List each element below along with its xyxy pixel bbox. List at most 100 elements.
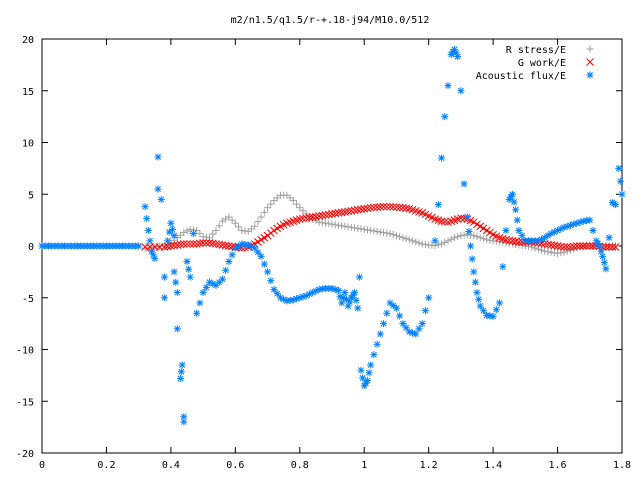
data-point [312, 212, 320, 221]
data-point [328, 210, 336, 218]
data-point [392, 304, 400, 312]
data-point [321, 211, 330, 219]
data-point [399, 234, 407, 242]
data-point [185, 265, 193, 273]
data-point [367, 361, 375, 369]
data-point [376, 330, 384, 338]
data-point [405, 236, 413, 244]
data-point [508, 236, 517, 245]
data-point [318, 211, 327, 220]
data-point [170, 241, 178, 250]
data-point [238, 226, 246, 234]
data-point [186, 225, 194, 233]
data-point [463, 213, 471, 221]
data-point [573, 242, 581, 250]
data-point [254, 218, 262, 226]
data-point [318, 219, 326, 227]
data-point [221, 241, 230, 250]
data-point [267, 277, 275, 285]
series-layer [38, 45, 626, 426]
data-point [421, 240, 429, 248]
data-point [179, 240, 188, 248]
data-point [399, 203, 407, 212]
data-point [457, 214, 465, 222]
x-tick-label: 1 [361, 460, 367, 471]
y-tick-label: -15 [16, 397, 34, 408]
data-point [331, 285, 339, 293]
data-point [366, 203, 375, 212]
data-point [370, 351, 378, 359]
data-point [425, 294, 433, 302]
data-point [412, 238, 420, 246]
legend-marker [586, 71, 594, 79]
data-point [370, 227, 378, 235]
data-point [180, 229, 188, 237]
data-point [599, 252, 607, 260]
x-tick-label: 0.4 [162, 460, 180, 471]
data-point [544, 248, 552, 256]
data-point [513, 216, 521, 224]
data-point [351, 289, 359, 297]
data-point [341, 289, 349, 297]
data-point [208, 239, 217, 248]
data-point [196, 239, 204, 248]
data-point [289, 196, 297, 204]
y-tick-label: -5 [22, 294, 34, 305]
data-point [382, 202, 391, 211]
data-point [308, 213, 317, 221]
data-point [202, 283, 210, 291]
data-point [476, 234, 484, 242]
data-point [444, 82, 452, 90]
data-point [496, 299, 504, 307]
data-point [363, 226, 371, 234]
data-point [586, 216, 594, 224]
data-point [357, 225, 365, 233]
data-point [437, 217, 446, 226]
legend-marker [586, 58, 594, 66]
data-point [328, 220, 336, 228]
data-point [457, 87, 465, 95]
data-point [341, 207, 349, 216]
data-point [547, 248, 555, 256]
data-point [402, 324, 410, 332]
data-point [556, 242, 565, 251]
data-point [305, 213, 314, 222]
data-point [465, 228, 473, 236]
data-point [489, 237, 497, 245]
data-point [169, 225, 176, 233]
data-point [579, 242, 588, 250]
data-point [460, 180, 468, 188]
data-point [267, 200, 275, 208]
data-point [199, 239, 207, 247]
data-point [260, 208, 268, 216]
data-point [260, 260, 268, 268]
data-point [510, 198, 518, 206]
data-point [389, 203, 398, 211]
legend: R stress/E G work/E Acoustic flux/E [476, 45, 594, 82]
data-point [363, 204, 372, 213]
data-point [344, 223, 352, 231]
data-point [173, 325, 181, 333]
y-tick-label: 15 [22, 87, 34, 98]
data-point [402, 235, 410, 243]
data-point [376, 203, 385, 211]
data-point [553, 242, 562, 250]
data-point [499, 263, 507, 271]
data-point [353, 205, 362, 214]
data-point [183, 258, 191, 266]
data-point [305, 290, 313, 298]
data-point [341, 222, 349, 230]
data-point [167, 242, 175, 250]
data-point [180, 418, 188, 426]
data-point [492, 306, 500, 314]
data-point [334, 209, 343, 217]
data-point [351, 224, 359, 232]
data-point [547, 241, 555, 249]
data-point [218, 275, 226, 283]
data-point [470, 232, 478, 240]
data-point [360, 225, 368, 233]
data-point [589, 226, 597, 234]
data-point [225, 213, 233, 221]
x-tick-label: 0.6 [226, 460, 244, 471]
chart-title: m2/n1.5/q1.5/r-+.18-j94/M10.0/512 [231, 15, 430, 26]
